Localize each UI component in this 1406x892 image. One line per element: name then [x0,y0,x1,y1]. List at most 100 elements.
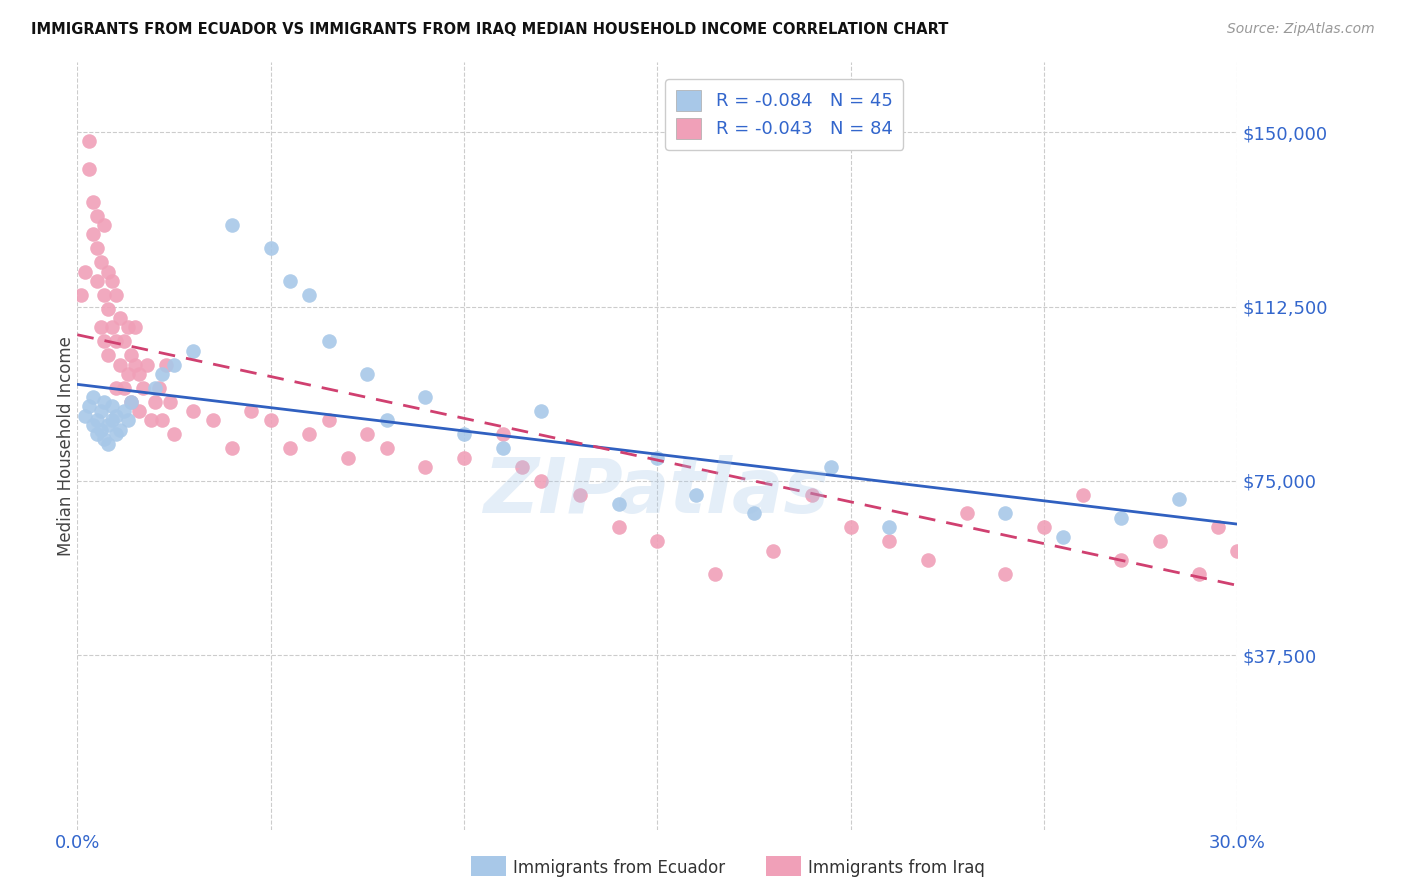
Point [375,442,398,456]
Point [1206,520,1229,534]
Text: Immigrants from Ecuador: Immigrants from Ecuador [513,859,725,877]
Point [337,450,360,465]
Point [1149,534,1171,549]
Point [97,265,120,279]
Point [82,194,104,209]
Point [530,404,553,418]
Point [607,497,630,511]
Point [77,400,100,414]
Point [93,334,115,349]
Point [1071,488,1094,502]
Text: ZIPatlas: ZIPatlas [484,455,831,529]
Point [1303,581,1326,595]
Point [530,474,553,488]
Point [128,404,150,418]
Point [90,423,111,437]
Point [70,288,93,302]
Legend: R = -0.084   N = 45, R = -0.043   N = 84: R = -0.084 N = 45, R = -0.043 N = 84 [665,79,904,150]
Point [82,390,104,404]
Point [77,162,100,177]
Point [155,358,177,372]
Point [117,367,139,381]
Point [90,255,111,269]
Point [112,404,135,418]
Point [318,413,340,427]
Point [163,358,186,372]
Point [1226,543,1249,558]
Point [1284,534,1306,549]
Point [685,488,707,502]
Point [86,427,108,442]
Point [121,348,143,362]
Point [994,507,1017,521]
Point [877,520,901,534]
Point [647,534,669,549]
Point [801,488,824,502]
Point [77,135,100,149]
Point [356,367,378,381]
Point [492,427,515,442]
Point [97,418,120,433]
Point [704,566,727,581]
Point [956,507,979,521]
Point [318,334,340,349]
Point [278,274,301,288]
Point [183,343,205,358]
Point [97,348,120,362]
Point [453,427,475,442]
Text: Source: ZipAtlas.com: Source: ZipAtlas.com [1227,22,1375,37]
Point [298,288,321,302]
Point [1111,511,1133,525]
Point [298,427,321,442]
Point [148,381,170,395]
Point [742,507,765,521]
Point [90,320,111,334]
Point [86,209,108,223]
Point [75,409,96,423]
Point [108,311,131,326]
Point [132,381,155,395]
Point [86,274,108,288]
Point [375,413,398,427]
Point [128,367,150,381]
Point [117,320,139,334]
Point [1033,520,1056,534]
Point [105,334,127,349]
Text: IMMIGRANTS FROM ECUADOR VS IMMIGRANTS FROM IRAQ MEDIAN HOUSEHOLD INCOME CORRELAT: IMMIGRANTS FROM ECUADOR VS IMMIGRANTS FR… [31,22,948,37]
Point [221,218,243,232]
Point [93,218,115,232]
Point [240,404,263,418]
Point [839,520,862,534]
Point [917,553,939,567]
Point [762,543,785,558]
Point [121,394,143,409]
Point [82,227,104,242]
Point [221,442,243,456]
Point [143,381,166,395]
Point [1052,530,1074,544]
Point [121,394,143,409]
Point [112,381,135,395]
Point [143,394,166,409]
Point [569,488,592,502]
Point [105,381,127,395]
Point [260,241,283,255]
Point [108,358,131,372]
Point [152,367,174,381]
Point [152,413,174,427]
Point [1168,492,1191,507]
Point [112,334,135,349]
Point [647,450,669,465]
Point [86,413,108,427]
Point [82,418,104,433]
Point [413,459,436,474]
Point [124,358,146,372]
Point [492,442,515,456]
Point [93,432,115,446]
Point [1265,553,1288,567]
Point [136,358,159,372]
Point [413,390,436,404]
Point [105,409,127,423]
Point [101,413,124,427]
Point [183,404,205,418]
